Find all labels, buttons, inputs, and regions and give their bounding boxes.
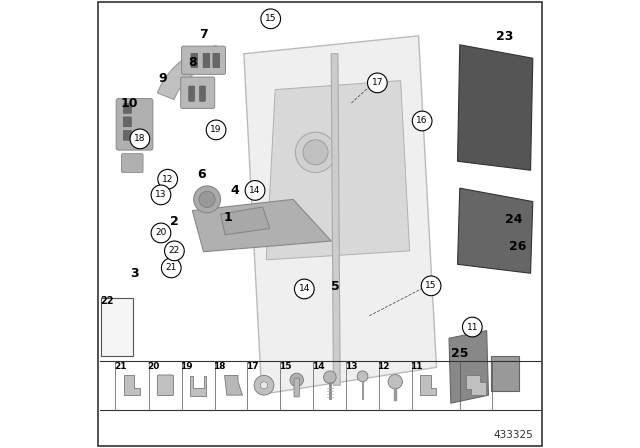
Text: 24: 24 [505,213,522,226]
FancyBboxPatch shape [180,77,215,108]
Circle shape [158,169,177,189]
Polygon shape [458,188,533,273]
Circle shape [294,279,314,299]
Circle shape [388,375,403,389]
Circle shape [245,181,265,200]
FancyBboxPatch shape [124,117,131,127]
Text: 19: 19 [211,125,222,134]
Text: 17: 17 [372,78,383,87]
Circle shape [357,371,368,382]
Circle shape [151,185,171,205]
Circle shape [161,258,181,278]
Text: 1: 1 [224,211,232,224]
FancyBboxPatch shape [116,99,153,150]
Text: 14: 14 [250,186,260,195]
Text: 25: 25 [451,347,468,361]
Circle shape [261,9,280,29]
Text: 12: 12 [162,175,173,184]
Circle shape [130,129,150,149]
Polygon shape [244,36,436,394]
Text: 3: 3 [130,267,138,280]
Text: 15: 15 [426,281,437,290]
Text: 2: 2 [170,215,179,228]
FancyBboxPatch shape [124,103,131,113]
Circle shape [421,276,441,296]
Text: 11: 11 [467,323,478,332]
FancyBboxPatch shape [191,53,198,68]
Text: 13: 13 [156,190,166,199]
FancyBboxPatch shape [157,375,173,396]
Circle shape [194,186,221,213]
Polygon shape [157,46,219,99]
Polygon shape [221,207,270,235]
Text: 20: 20 [156,228,166,237]
Circle shape [151,223,171,243]
Text: 13: 13 [345,362,357,371]
Polygon shape [192,199,332,252]
FancyBboxPatch shape [213,53,220,68]
Circle shape [367,73,387,93]
Circle shape [199,191,215,207]
Text: 22: 22 [169,246,180,255]
Text: 433325: 433325 [493,430,533,440]
Text: 5: 5 [332,280,340,293]
FancyBboxPatch shape [294,378,300,397]
Polygon shape [458,45,533,170]
Polygon shape [266,81,410,260]
Polygon shape [420,375,436,395]
Polygon shape [332,54,340,385]
Circle shape [324,371,336,383]
FancyBboxPatch shape [200,86,205,101]
FancyBboxPatch shape [203,53,210,68]
Circle shape [260,382,268,389]
Circle shape [303,140,328,165]
Text: 15: 15 [265,14,276,23]
Polygon shape [449,331,488,403]
Text: 21: 21 [114,362,127,371]
FancyBboxPatch shape [182,46,225,74]
Text: 9: 9 [158,72,166,85]
Text: 6: 6 [197,168,205,181]
Text: 20: 20 [148,362,160,371]
Text: 14: 14 [299,284,310,293]
Text: 7: 7 [199,28,208,42]
Circle shape [463,317,482,337]
Polygon shape [190,376,206,396]
Text: 4: 4 [230,184,239,197]
Circle shape [295,132,336,172]
Text: 15: 15 [279,362,291,371]
Polygon shape [466,375,486,395]
FancyBboxPatch shape [491,356,519,391]
FancyBboxPatch shape [101,298,132,356]
Circle shape [206,120,226,140]
Circle shape [164,241,184,261]
Polygon shape [225,375,243,395]
FancyBboxPatch shape [124,130,131,140]
Polygon shape [124,375,140,395]
Text: 19: 19 [180,362,193,371]
Circle shape [412,111,432,131]
Text: 23: 23 [496,30,513,43]
Text: 10: 10 [121,96,138,110]
Text: 18: 18 [134,134,146,143]
FancyBboxPatch shape [189,86,195,101]
Circle shape [254,375,274,395]
FancyBboxPatch shape [122,154,143,172]
Text: 16: 16 [417,116,428,125]
FancyBboxPatch shape [99,2,541,446]
Text: 14: 14 [312,362,324,371]
Text: 21: 21 [166,263,177,272]
Text: 11: 11 [410,362,423,371]
Text: 8: 8 [188,56,196,69]
Text: 17: 17 [246,362,259,371]
Circle shape [290,373,303,387]
Text: 26: 26 [509,240,527,253]
Text: 18: 18 [213,362,226,371]
Text: 22: 22 [100,296,113,306]
Text: 12: 12 [378,362,390,371]
